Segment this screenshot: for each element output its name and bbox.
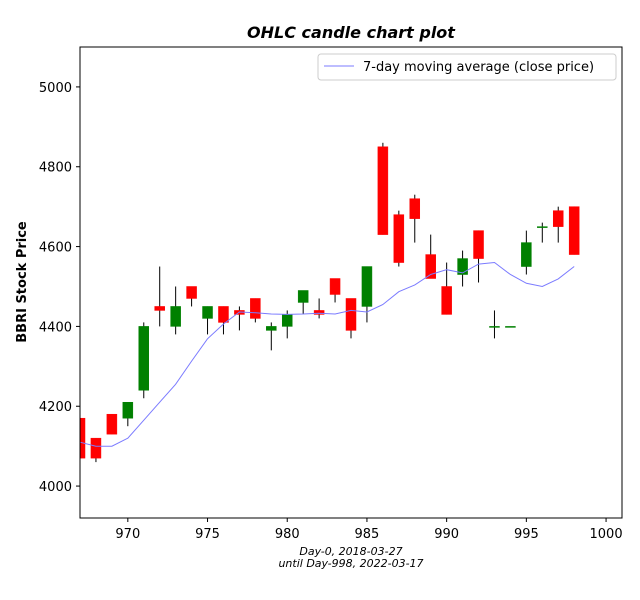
candle xyxy=(250,298,261,323)
candle xyxy=(313,298,325,319)
candle xyxy=(393,210,405,267)
candle xyxy=(377,142,389,235)
candle-body-up xyxy=(297,290,309,303)
candle-body-up xyxy=(170,306,181,327)
candle-body-down xyxy=(393,214,405,263)
candle-body-up xyxy=(537,226,548,228)
candle xyxy=(218,306,229,335)
x-tick-label: 985 xyxy=(355,527,380,542)
y-tick-label: 4200 xyxy=(39,400,72,415)
x-tick-label: 980 xyxy=(275,527,300,542)
candle xyxy=(202,306,213,335)
candles-group xyxy=(79,142,580,463)
y-axis-label: BBRI Stock Price xyxy=(15,221,30,343)
candle-body-down xyxy=(425,254,436,279)
candle-body-down xyxy=(186,286,197,299)
candle-body-down xyxy=(552,210,564,227)
candle xyxy=(154,266,165,327)
candle-body-down xyxy=(345,298,357,331)
legend-box xyxy=(317,53,617,81)
candle xyxy=(106,413,118,435)
y-tick-label: 4600 xyxy=(39,241,72,256)
y-tick-label: 4000 xyxy=(39,480,72,495)
candle-body-down xyxy=(90,437,102,459)
candle-body-up xyxy=(521,242,532,267)
candle xyxy=(409,194,421,243)
candle-body-down xyxy=(473,230,484,259)
candle xyxy=(329,278,341,303)
x-tick-label: 975 xyxy=(195,527,220,542)
x-axis: 970 975 980 985 990 995 1000 xyxy=(115,518,623,542)
candle xyxy=(186,286,197,307)
x-axis-label-line-1: Day-0, 2018-03-27 xyxy=(299,545,402,558)
moving-average-line xyxy=(79,261,575,447)
candle xyxy=(425,234,436,279)
candle-body-down xyxy=(409,198,421,219)
candle xyxy=(361,266,373,323)
candle-body-down xyxy=(79,417,86,459)
axes-frame xyxy=(79,46,623,519)
candle xyxy=(345,298,357,339)
candle xyxy=(489,310,500,339)
candle-body-up xyxy=(361,266,373,307)
y-axis: 4000 4200 4400 4600 4800 5000 xyxy=(39,81,80,495)
candle-body-down xyxy=(218,306,229,323)
candle-body-up xyxy=(122,401,134,419)
legend: 7-day moving average (close price) xyxy=(317,53,617,81)
y-tick-label: 4800 xyxy=(39,161,72,176)
x-tick-label: 1000 xyxy=(590,527,623,542)
candle xyxy=(552,206,564,243)
x-tick-label: 995 xyxy=(514,527,539,542)
candle xyxy=(297,290,309,315)
candle-body-down xyxy=(250,298,261,319)
candle xyxy=(441,262,452,315)
candle xyxy=(505,326,516,328)
candle xyxy=(473,230,484,283)
legend-ma-label: 7-day moving average (close price) xyxy=(363,60,594,75)
candle-body-down xyxy=(441,286,452,315)
candle xyxy=(234,306,245,331)
y-tick-label: 4400 xyxy=(39,320,72,335)
x-tick-label: 990 xyxy=(434,527,459,542)
x-tick-label: 970 xyxy=(115,527,140,542)
candle xyxy=(79,417,86,459)
candle xyxy=(138,322,150,399)
candle-body-up xyxy=(202,306,213,319)
y-tick-label: 5000 xyxy=(39,81,72,96)
chart-title: OHLC candle chart plot xyxy=(247,23,456,42)
candle xyxy=(457,250,468,287)
candle-body-up xyxy=(505,326,516,328)
candle-body-up xyxy=(457,258,468,275)
candle xyxy=(122,401,134,427)
candle-body-down xyxy=(106,413,118,435)
candle xyxy=(568,206,580,255)
candle-body-down xyxy=(154,306,165,311)
candle xyxy=(521,230,532,275)
candle-body-down xyxy=(377,146,389,235)
candle-body-down xyxy=(568,206,580,255)
candle xyxy=(537,222,548,243)
candle xyxy=(266,322,277,351)
candle xyxy=(90,437,102,463)
candle-body-down xyxy=(313,310,325,315)
candle-body-up xyxy=(138,326,150,391)
candle-body-up xyxy=(281,314,293,327)
x-axis-label-line-2: until Day-998, 2022-03-17 xyxy=(278,557,423,570)
candle xyxy=(170,286,181,335)
moving-average-group xyxy=(79,261,575,447)
candle-body-up xyxy=(489,326,500,328)
candle-body-up xyxy=(266,326,277,331)
candle-body-down xyxy=(329,278,341,295)
